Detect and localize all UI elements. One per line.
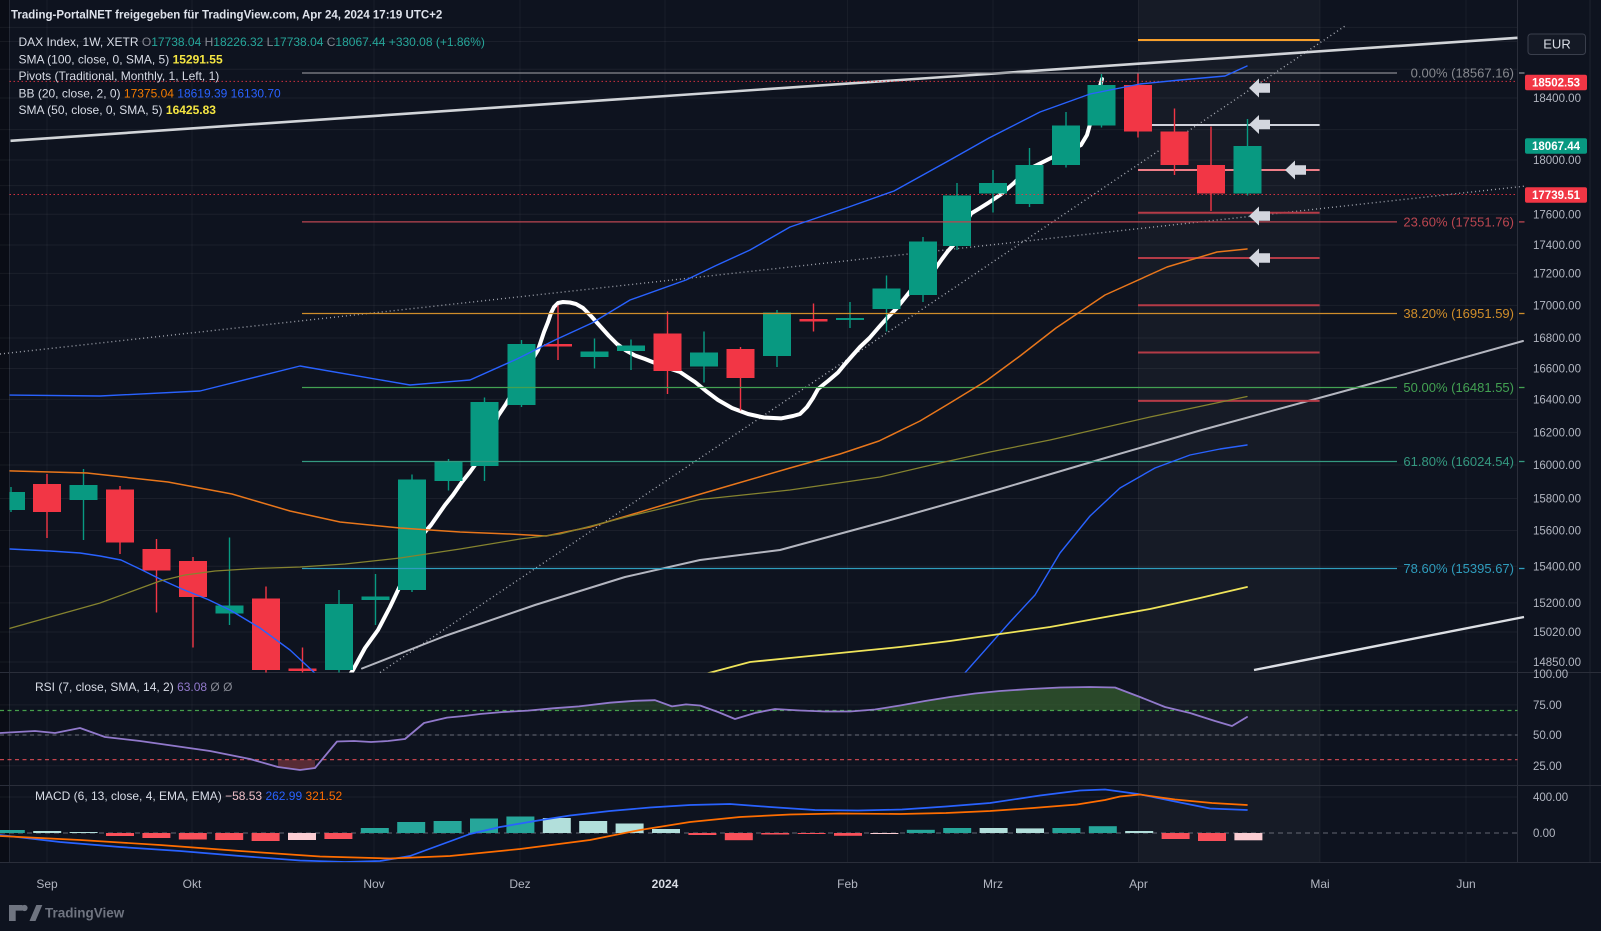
svg-text:23.60% (17551.76): 23.60% (17551.76) [1403,214,1514,229]
svg-text:17000.00: 17000.00 [1533,301,1581,313]
svg-text:18000.00: 18000.00 [1533,155,1581,167]
svg-text:2024: 2024 [652,877,679,891]
svg-text:14850.00: 14850.00 [1533,657,1581,669]
svg-text:16800.00: 16800.00 [1533,333,1581,345]
svg-text:Nov: Nov [363,877,384,891]
svg-text:18400.00: 18400.00 [1533,93,1581,105]
svg-text:Pivots (Traditional, Monthly,: Pivots (Traditional, Monthly, 1, Left, 1… [19,69,220,83]
svg-text:BB (20, close, 2, 0) 17375.04: BB (20, close, 2, 0) 17375.04 18619.39 1… [19,87,282,101]
svg-text:15200.00: 15200.00 [1533,598,1581,610]
svg-text:15800.00: 15800.00 [1533,494,1581,506]
svg-text:38.20% (16951.59): 38.20% (16951.59) [1403,306,1514,321]
svg-text:SMA (100, close, 0, SMA, 5) 15: SMA (100, close, 0, SMA, 5) 15291.55 [19,53,223,67]
svg-text:400.00: 400.00 [1533,792,1568,804]
svg-text:18502.53: 18502.53 [1532,78,1580,90]
svg-text:15600.00: 15600.00 [1533,526,1581,538]
svg-text:17200.00: 17200.00 [1533,269,1581,281]
svg-text:100.00: 100.00 [1533,669,1568,681]
svg-text:15400.00: 15400.00 [1533,561,1581,573]
svg-text:SMA (50, close, 0, SMA, 5) 164: SMA (50, close, 0, SMA, 5) 16425.83 [19,103,217,117]
svg-text:25.00: 25.00 [1533,761,1562,773]
svg-text:Mai: Mai [1310,877,1329,891]
svg-text:Okt: Okt [183,877,202,891]
svg-text:50.00: 50.00 [1533,730,1562,742]
svg-text:75.00: 75.00 [1533,700,1562,712]
svg-text:16600.00: 16600.00 [1533,364,1581,376]
svg-text:Dez: Dez [509,877,530,891]
svg-text:RSI (7, close, SMA, 14, 2) 63.: RSI (7, close, SMA, 14, 2) 63.08 Ø Ø [35,680,232,694]
svg-text:61.80% (16024.54): 61.80% (16024.54) [1403,454,1514,469]
svg-text:Sep: Sep [36,877,58,891]
svg-text:78.60% (15395.67): 78.60% (15395.67) [1403,561,1514,576]
svg-text:16400.00: 16400.00 [1533,395,1581,407]
svg-text:16000.00: 16000.00 [1533,460,1581,472]
svg-text:16200.00: 16200.00 [1533,428,1581,440]
svg-text:0.00% (18567.16): 0.00% (18567.16) [1411,66,1514,81]
svg-text:18067.44: 18067.44 [1532,141,1581,153]
svg-text:Feb: Feb [837,877,858,891]
svg-text:Mrz: Mrz [983,877,1003,891]
svg-text:0.00: 0.00 [1533,828,1555,840]
svg-text:EUR: EUR [1543,37,1570,52]
svg-text:Apr: Apr [1129,877,1148,891]
svg-text:17600.00: 17600.00 [1533,210,1581,222]
svg-text:50.00% (16481.55): 50.00% (16481.55) [1403,380,1514,395]
svg-text:MACD (6, 13, close, 4, EMA, EM: MACD (6, 13, close, 4, EMA, EMA) −58.53 … [35,789,343,803]
svg-text:DAX Index, 1W, XETR O17738.04: DAX Index, 1W, XETR O17738.04 H18226.32 … [19,35,485,49]
svg-text:Trading-PortalNET freigegeben: Trading-PortalNET freigegeben für Tradin… [11,10,442,22]
svg-text:17400.00: 17400.00 [1533,240,1581,252]
svg-text:Jun: Jun [1456,877,1475,891]
svg-text:15020.00: 15020.00 [1533,627,1581,639]
svg-text:TradingView: TradingView [45,906,125,921]
svg-text:17739.51: 17739.51 [1532,190,1581,202]
